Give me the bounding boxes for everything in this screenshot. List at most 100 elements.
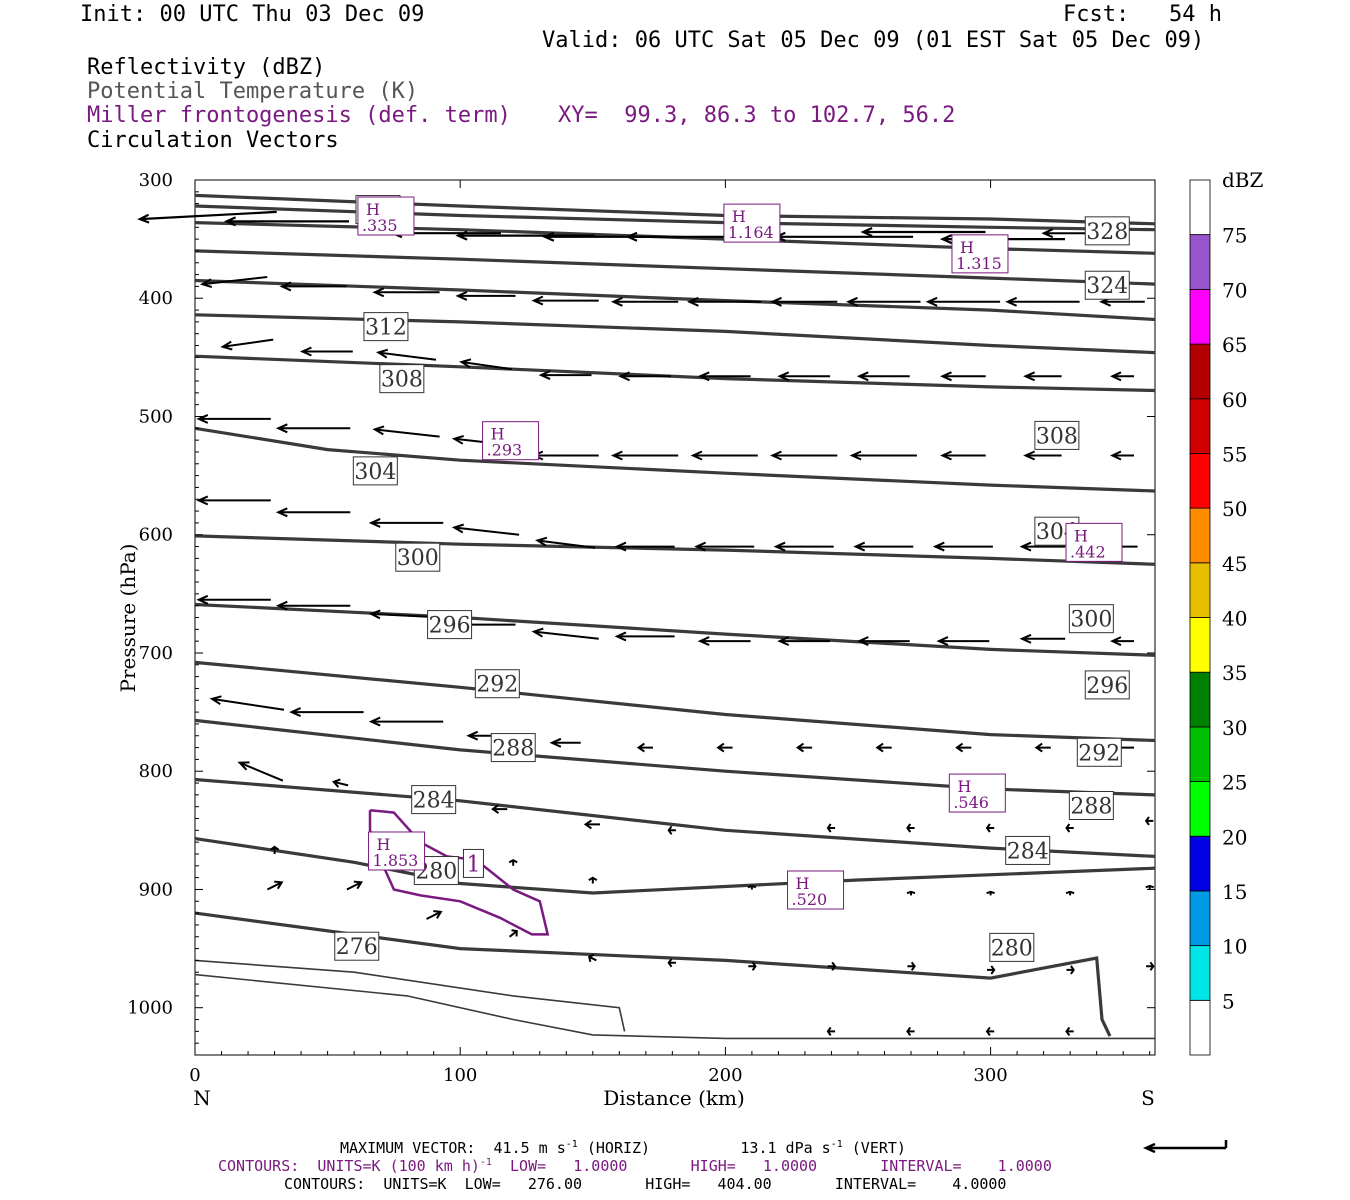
field-potential-temperature: Potential Temperature (K) — [87, 79, 419, 104]
colorbar-level-label: 45 — [1222, 552, 1247, 576]
label-text: 308 — [381, 368, 423, 393]
footer-max-vector: MAXIMUM VECTOR: 41.5 m s-1 (HORIZ) 13.1 … — [340, 1139, 906, 1157]
label-text: 284 — [413, 789, 455, 814]
label-text: 292 — [1078, 741, 1120, 766]
max-value: 1.853 — [373, 851, 419, 870]
colorbar-segment — [1189, 890, 1211, 947]
circulation-vector — [237, 761, 284, 782]
circulation-vector — [1065, 1026, 1074, 1036]
frontogenesis-contour-label: 1 — [462, 848, 484, 878]
circulation-vector — [455, 290, 516, 301]
label-box — [462, 848, 484, 878]
circulation-vector — [697, 636, 751, 647]
circulation-vector — [270, 845, 280, 854]
cross-section-endpoints: XY= 99.3, 86.3 to 102.7, 56.2 — [558, 103, 956, 128]
forecast-hour: Fcst: 54 h — [1063, 2, 1222, 27]
circulation-vector — [846, 296, 921, 307]
circulation-vector — [455, 230, 595, 241]
circulation-vector — [860, 226, 986, 238]
frontogenesis-max-marker: H1.164 — [723, 203, 781, 243]
circulation-vector — [795, 742, 813, 753]
circulation-vector — [535, 536, 596, 549]
theta-contour-label: 300 — [395, 542, 441, 572]
label-box — [1084, 670, 1130, 700]
theta-contour-label: 288 — [490, 733, 536, 763]
max-label: H — [732, 207, 746, 226]
label-text: 276 — [336, 935, 378, 960]
frontogenesis-max-marker: H1.853 — [368, 831, 426, 871]
frontogenesis-max-marker: H.442 — [1065, 522, 1123, 562]
colorbar-level-label: 25 — [1222, 771, 1247, 795]
theta-contour-line — [194, 534, 1156, 566]
circulation-vector — [985, 823, 995, 833]
circulation-vector — [279, 281, 347, 292]
y-axis-label: Pressure (hPa) — [116, 544, 140, 693]
theta-contours — [194, 193, 1156, 1040]
label-box — [352, 456, 398, 486]
frontogenesis-max-marker: H.520 — [787, 870, 845, 910]
colorbar-segment — [1189, 671, 1211, 728]
theta-contour-line — [194, 660, 1156, 743]
theta-contour-label: 288 — [1068, 791, 1114, 821]
y-tick-label: 400 — [139, 288, 173, 309]
circulation-vector — [508, 858, 518, 866]
theta-contour-line — [194, 911, 1112, 1037]
circulation-vector — [1019, 541, 1066, 552]
colorbar-segment — [1189, 726, 1211, 782]
circulation-vector — [1065, 823, 1074, 833]
circulation-vector — [618, 371, 671, 382]
colorbar-segment — [1189, 398, 1211, 454]
theta-contour-label: 284 — [411, 785, 457, 815]
frontogenesis-max-marker: H.293 — [482, 421, 540, 461]
y-tick-label: 900 — [139, 879, 173, 900]
circulation-vector — [906, 823, 915, 833]
max-box — [1065, 522, 1123, 562]
circulation-vector — [849, 450, 917, 461]
theta-contour-line — [194, 426, 1156, 493]
label-text: 300 — [397, 546, 439, 571]
theta-contour-line — [194, 602, 1156, 657]
circulation-vector — [697, 371, 751, 382]
colorbar-segment — [1189, 179, 1211, 236]
colorbar-segment — [1189, 453, 1211, 509]
circulation-vector — [1110, 636, 1134, 647]
circulation-vector — [1144, 816, 1154, 826]
circulation-vector — [667, 958, 676, 968]
circulation-vector — [770, 450, 838, 461]
max-label: H — [796, 874, 810, 893]
max-label: H — [491, 425, 505, 444]
circulation-vector — [275, 600, 351, 611]
circulation-vector — [368, 716, 444, 727]
colorbar-segment — [1189, 507, 1211, 564]
circulation-vector — [906, 890, 916, 896]
circulation-vector — [531, 295, 599, 306]
circulation-vector — [372, 287, 440, 298]
circulation-vector — [826, 823, 836, 833]
theta-contour-label: 292 — [1076, 737, 1122, 767]
circulation-vector — [299, 346, 353, 357]
circulation-vector — [636, 742, 653, 753]
theta-contour-label: 292 — [474, 669, 520, 699]
circulation-vector — [583, 819, 600, 830]
circulation-vector — [199, 276, 268, 289]
circulation-vector — [375, 348, 437, 361]
circulation-vector — [531, 450, 599, 461]
circulation-vector — [610, 450, 679, 461]
x-axis-left-end: N — [193, 1086, 211, 1110]
theta-contour-line — [194, 249, 1156, 286]
max-value: 1.315 — [956, 254, 1002, 273]
circulation-vector — [856, 636, 910, 647]
label-box — [1005, 835, 1051, 865]
circulation-vector — [275, 507, 351, 518]
circulation-vector — [196, 594, 271, 605]
circulation-vector — [686, 296, 762, 307]
circulation-vector — [459, 358, 513, 371]
max-label: H — [377, 835, 391, 854]
circulation-vector — [1005, 296, 1080, 307]
circulation-vector — [491, 804, 508, 814]
field-frontogenesis: Miller frontogenesis (def. term) — [87, 103, 511, 128]
circulation-vector — [1110, 450, 1134, 461]
circulation-vector — [770, 296, 838, 307]
label-text: 296 — [429, 614, 471, 639]
label-box — [411, 785, 457, 815]
